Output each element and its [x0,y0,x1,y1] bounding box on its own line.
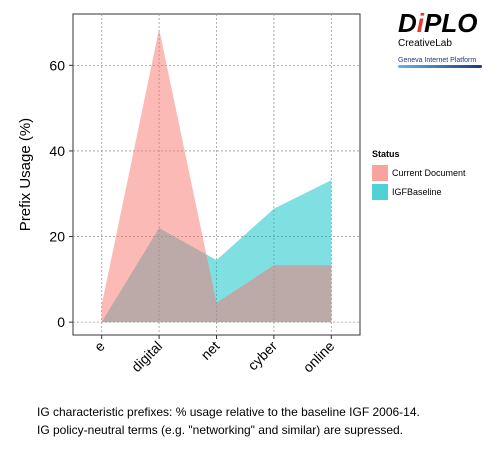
y-tick-label: 20 [49,229,65,245]
legend-label-igfbaseline: IGFBaseline [392,186,442,197]
caption: IG characteristic prefixes: % usage rela… [37,403,420,439]
x-tick-label: online [300,338,338,376]
x-tick-label: cyber [245,338,281,374]
logo-part: PLO [424,8,478,38]
gip-underline [398,65,482,68]
legend-item-current-document: Current Document [372,163,466,182]
y-tick-label: 0 [57,314,65,330]
legend: Status Current Document IGFBaseline [372,149,466,201]
y-tick-label: 40 [49,143,65,159]
logo-part: D [398,8,417,38]
logo-part-accent: i [416,8,425,38]
y-tick-label: 60 [49,57,65,73]
legend-label-current-document: Current Document [392,167,466,178]
y-axis-title: Prefix Usage (%) [17,118,34,231]
diplo-wordmark: DiPLO [398,10,488,36]
legend-item-igfbaseline: IGFBaseline [372,182,466,201]
caption-line-2: IG policy-neutral terms (e.g. "networkin… [37,423,403,437]
caption-line-1: IG characteristic prefixes: % usage rela… [37,405,420,419]
legend-title: Status [372,149,400,159]
x-tick-label: e [91,338,108,355]
creativelab-label: CreativeLab [398,38,452,49]
legend-swatch-current-document [372,164,388,181]
diplo-logo: DiPLO CreativeLab Geneva Internet Platfo… [398,10,488,68]
area-current-document [101,28,332,323]
x-tick-label: net [198,338,223,363]
legend-swatch-igfbaseline [372,183,388,200]
x-tick-label: digital [128,338,165,375]
gip-label: Geneva Internet Platform [398,57,477,64]
